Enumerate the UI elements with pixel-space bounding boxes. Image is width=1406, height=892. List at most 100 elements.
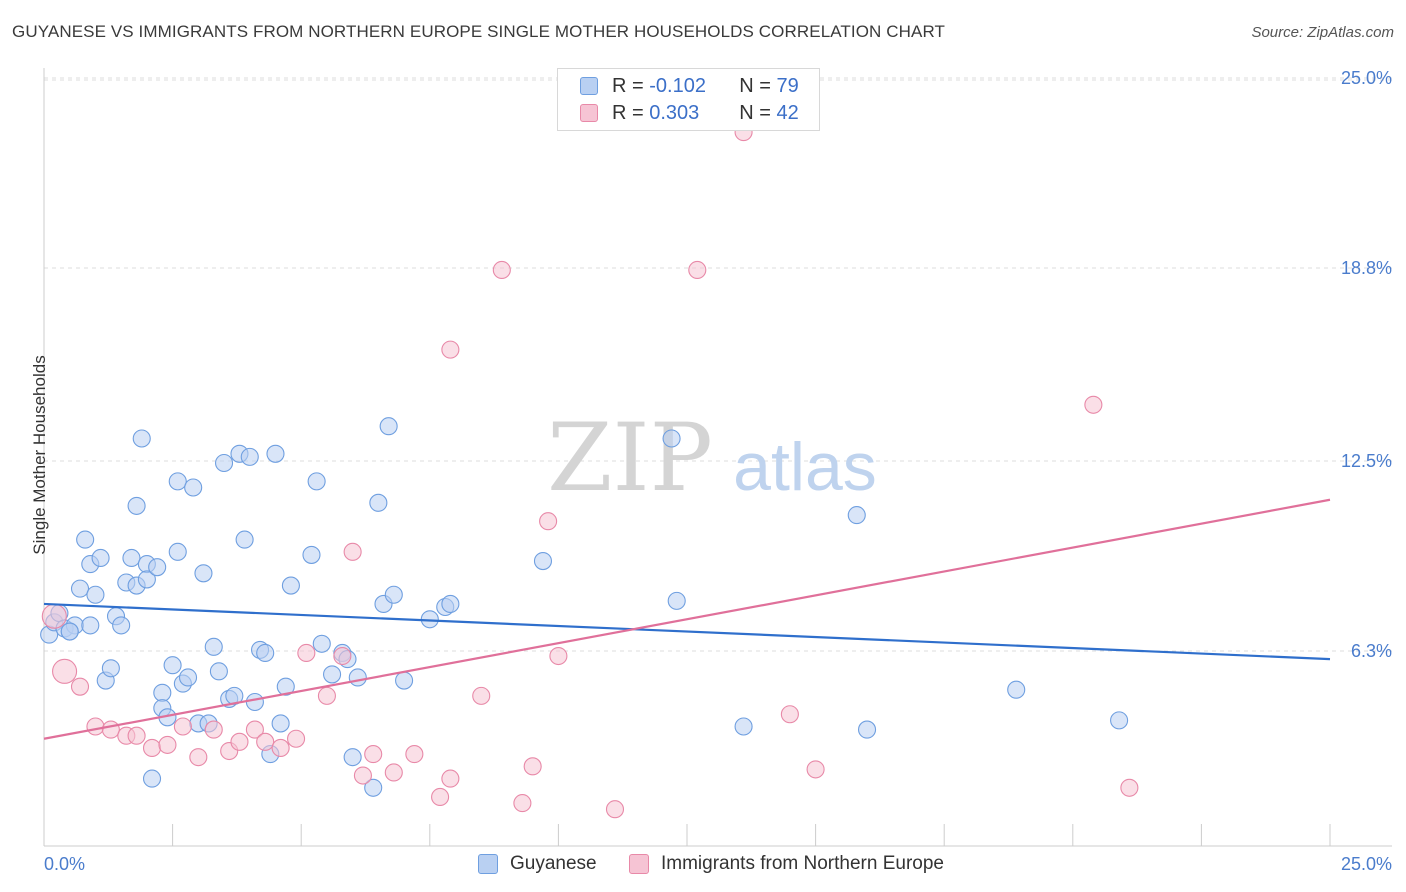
data-point-northern-europe <box>384 763 403 782</box>
data-point-northern-europe <box>441 340 460 359</box>
data-point-guyanese <box>209 662 228 681</box>
data-point-northern-europe <box>245 720 264 739</box>
legend-r-value: -0.102 <box>649 74 706 97</box>
trend-line-guyanese <box>43 602 1331 661</box>
data-point-northern-europe <box>70 677 90 696</box>
data-point-northern-europe <box>297 643 316 663</box>
data-point-northern-europe <box>189 748 208 767</box>
data-point-guyanese <box>70 579 90 598</box>
data-point-northern-europe <box>127 726 146 745</box>
data-point-northern-europe <box>158 735 177 754</box>
data-point-guyanese <box>214 453 234 473</box>
data-point-guyanese <box>379 417 398 436</box>
legend-r-label: R = <box>612 101 644 124</box>
data-point-northern-europe <box>343 542 362 561</box>
data-point-guyanese <box>302 545 321 564</box>
data-point-guyanese <box>369 493 388 512</box>
watermark: ZIP atlas <box>547 404 877 513</box>
data-point-northern-europe <box>287 729 306 748</box>
data-point-guyanese <box>364 778 383 797</box>
data-point-guyanese <box>256 643 275 663</box>
data-point-guyanese <box>857 720 877 739</box>
legend-item-northern-europe[interactable]: Immigrants from Northern Europe <box>629 852 944 876</box>
data-point-northern-europe <box>317 686 336 705</box>
data-point-northern-europe <box>472 686 491 705</box>
data-point-guyanese <box>266 444 285 463</box>
data-point-northern-europe <box>256 732 275 751</box>
legend-row-guyanese: R = -0.102 N = 79 <box>580 74 799 98</box>
data-point-northern-europe <box>1120 778 1139 797</box>
data-point-guyanese <box>312 634 331 653</box>
data-point-guyanese <box>235 530 254 549</box>
y-tick-label: 12.5% <box>1341 451 1392 471</box>
data-point-guyanese <box>153 683 172 702</box>
legend-r-value: 0.303 <box>649 101 700 124</box>
legend-item-guyanese[interactable]: Guyanese <box>478 852 597 876</box>
data-point-northern-europe <box>52 658 78 684</box>
data-point-guyanese <box>667 591 686 610</box>
data-point-northern-europe <box>441 769 460 788</box>
data-point-northern-europe <box>780 705 799 724</box>
legend-n-value: 42 <box>776 101 799 124</box>
gridlines <box>44 77 1392 652</box>
correlation-legend: R = -0.102 N = 79 R = 0.303 N = 42 <box>557 68 820 131</box>
data-point-guyanese <box>91 548 110 568</box>
legend-label-guyanese: Guyanese <box>510 853 597 874</box>
data-point-guyanese <box>60 622 79 641</box>
source-label: Source: ZipAtlas.com <box>1251 24 1394 41</box>
legend-n-value: 79 <box>776 74 799 97</box>
data-point-guyanese <box>101 659 120 678</box>
data-point-northern-europe <box>173 717 192 736</box>
legend-swatch-pink <box>629 854 649 874</box>
data-point-guyanese <box>662 429 681 448</box>
data-point-northern-europe <box>333 646 352 666</box>
data-point-northern-europe <box>364 745 383 764</box>
data-point-guyanese <box>168 542 187 561</box>
axes <box>43 68 1392 847</box>
legend-swatch-pink <box>580 104 598 122</box>
series-northern-europe-points <box>41 123 1139 819</box>
data-point-northern-europe <box>41 603 67 629</box>
legend-swatch-blue <box>580 77 598 95</box>
data-point-guyanese <box>137 570 156 589</box>
data-point-northern-europe <box>688 260 707 280</box>
data-point-guyanese <box>142 769 162 788</box>
data-point-northern-europe <box>806 760 825 779</box>
data-point-guyanese <box>240 447 259 466</box>
data-point-guyanese <box>148 558 167 577</box>
data-point-guyanese <box>847 506 866 525</box>
data-point-northern-europe <box>101 720 120 739</box>
data-point-guyanese <box>112 616 131 635</box>
data-point-guyanese <box>178 668 198 687</box>
legend-row-northern-europe: R = 0.303 N = 42 <box>580 101 799 125</box>
data-point-guyanese <box>168 472 187 491</box>
data-point-guyanese <box>307 472 326 491</box>
legend-swatch-blue <box>478 854 498 874</box>
data-point-northern-europe <box>513 794 532 813</box>
y-tick-label: 18.8% <box>1341 258 1392 278</box>
data-point-northern-europe <box>431 787 450 807</box>
data-point-guyanese <box>122 548 141 568</box>
y-tick-label: 6.3% <box>1351 641 1392 661</box>
legend-r-label: R = <box>612 74 644 97</box>
data-point-northern-europe <box>549 646 568 666</box>
data-point-guyanese <box>184 478 203 497</box>
data-point-guyanese <box>1110 711 1129 730</box>
data-point-northern-europe <box>405 745 424 764</box>
data-point-guyanese <box>441 594 460 613</box>
data-point-guyanese <box>348 668 367 687</box>
data-point-northern-europe <box>230 732 249 751</box>
data-point-guyanese <box>323 665 342 684</box>
data-point-guyanese <box>395 671 414 690</box>
data-point-guyanese <box>343 748 362 767</box>
watermark-zip: ZIP <box>547 404 713 513</box>
data-point-guyanese <box>194 564 213 583</box>
series-guyanese-points <box>40 417 1129 797</box>
data-point-northern-europe <box>86 717 105 736</box>
data-point-guyanese <box>276 677 295 696</box>
x-tick-label: 25.0% <box>1341 854 1392 874</box>
data-point-guyanese <box>1007 680 1026 699</box>
data-point-guyanese <box>281 576 300 595</box>
watermark-atlas: atlas <box>733 429 877 505</box>
data-point-northern-europe <box>523 757 542 776</box>
